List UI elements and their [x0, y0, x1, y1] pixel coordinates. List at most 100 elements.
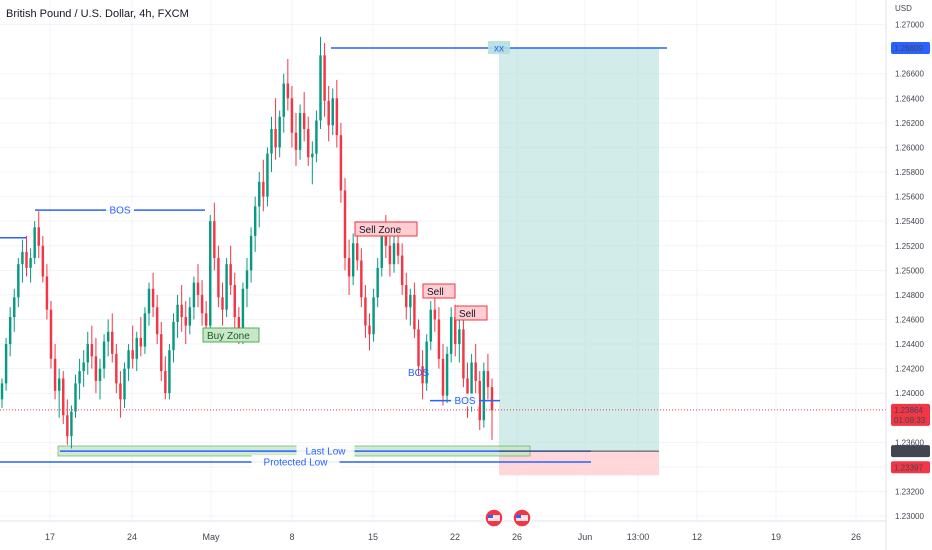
candle	[62, 371, 65, 424]
event-flags	[484, 508, 532, 528]
candle	[176, 294, 179, 338]
candle	[343, 178, 347, 271]
us-flag-icon[interactable]	[484, 508, 504, 528]
candle	[82, 350, 85, 388]
candle	[425, 334, 428, 391]
candle	[127, 344, 130, 381]
candle	[29, 248, 32, 283]
x-tick-label: 19	[771, 532, 781, 542]
candle	[290, 86, 294, 148]
zone-label: Sell Zone	[359, 225, 402, 236]
candle	[17, 258, 20, 308]
x-tick-label: May	[202, 532, 220, 542]
candle	[249, 227, 253, 283]
candle	[258, 172, 261, 228]
price-badge-value: 1.23529	[894, 447, 923, 456]
candle	[70, 405, 73, 449]
zone-label-box[interactable]	[422, 283, 456, 299]
level-label: xx	[494, 44, 504, 55]
price-badge-value: 1.26809	[894, 44, 923, 53]
candle	[298, 104, 302, 160]
y-tick-label: 1.23600	[895, 438, 924, 447]
candle	[74, 374, 77, 418]
currency-label: USD	[895, 4, 912, 13]
y-tick-label: 1.26600	[895, 70, 924, 79]
candle	[78, 358, 81, 400]
zone-label-box[interactable]	[454, 305, 488, 321]
candle	[486, 353, 490, 400]
y-tick-label: 1.24400	[895, 340, 924, 349]
candle	[188, 297, 192, 335]
candle	[286, 58, 290, 111]
take-profit-zone[interactable]	[499, 48, 659, 452]
candle	[225, 258, 228, 318]
y-tick-label: 1.23200	[895, 488, 924, 497]
candle	[233, 272, 236, 332]
candle	[307, 116, 310, 166]
x-tick-label: 15	[368, 532, 378, 542]
y-tick-label: 1.26200	[895, 119, 924, 128]
candle	[33, 221, 36, 265]
candle	[409, 288, 412, 326]
y-tick-label: 1.26400	[895, 94, 924, 103]
candle	[180, 285, 183, 332]
candle	[21, 239, 24, 283]
candle	[8, 307, 12, 357]
us-flag-icon[interactable]	[512, 508, 532, 528]
x-tick-label: 26	[512, 532, 522, 542]
zone-label-box[interactable]	[354, 221, 418, 237]
candle	[115, 344, 118, 394]
candle	[164, 356, 167, 400]
zone-label-box[interactable]	[202, 327, 260, 343]
candle	[429, 301, 432, 351]
candle	[466, 362, 469, 418]
candle	[217, 245, 220, 308]
candle	[66, 399, 69, 445]
candle	[274, 98, 277, 160]
candle	[200, 280, 204, 326]
x-tick-label: 22	[450, 532, 460, 542]
candle	[482, 362, 486, 428]
price-badge-value: 1.23864	[894, 406, 923, 415]
y-tick-label: 1.24800	[895, 291, 924, 300]
level-label: BOS	[109, 206, 130, 217]
candle	[245, 258, 249, 308]
candle	[45, 264, 49, 320]
candle	[282, 73, 285, 133]
candle	[184, 301, 187, 345]
bos-label: BOS	[408, 368, 429, 379]
candle	[441, 344, 445, 406]
candle	[400, 243, 404, 295]
candle	[4, 337, 8, 391]
candle	[445, 346, 449, 404]
price-badge	[891, 461, 930, 474]
candle	[376, 258, 379, 308]
x-tick-label: 26	[851, 532, 861, 542]
level-label-bg	[296, 444, 355, 458]
chart-title: British Pound / U.S. Dollar, 4h, FXCM	[6, 8, 189, 20]
candle	[94, 337, 98, 394]
candle	[458, 319, 461, 363]
candle	[405, 272, 408, 320]
candle	[302, 92, 306, 142]
zone-label: Sell	[459, 309, 476, 320]
candle	[311, 141, 314, 185]
y-tick-label: 1.26000	[895, 143, 924, 152]
candle	[196, 264, 200, 308]
candle	[160, 321, 163, 381]
candle	[253, 196, 257, 252]
candle	[368, 313, 371, 351]
price-axis[interactable]: 1.27000 1.26600 1.26400 1.26200 1.26000 1.258…	[895, 21, 924, 522]
x-tick-label: 24	[127, 532, 137, 542]
candle	[98, 358, 102, 400]
candle	[209, 215, 212, 332]
y-tick-label: 1.25600	[895, 193, 924, 202]
candle	[0, 378, 4, 408]
candle	[270, 116, 273, 173]
candle	[437, 307, 441, 369]
time-axis[interactable]: 17 24 May 8 15 22 26 Jun 13:00 12 19 26	[45, 532, 861, 542]
candle	[319, 36, 322, 130]
level-label-bg	[251, 455, 340, 469]
